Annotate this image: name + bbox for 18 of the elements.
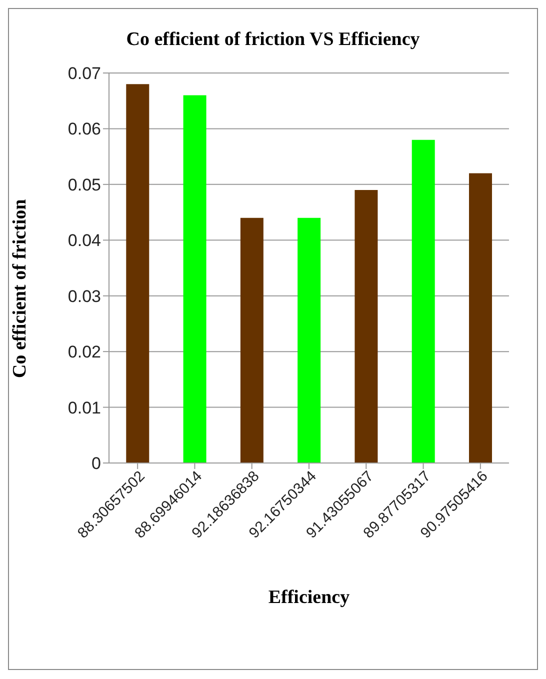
y-axis-title: Co efficient of friction xyxy=(10,198,31,378)
y-tick-label: 0.01 xyxy=(68,398,101,418)
y-tick-label: 0.03 xyxy=(68,286,101,306)
bar xyxy=(126,84,150,463)
y-tick-label: 0.06 xyxy=(68,120,101,139)
y-tick-label: 0 xyxy=(92,454,101,474)
y-tick-label: 0.07 xyxy=(68,64,101,84)
bar xyxy=(240,218,264,463)
chart-title: Co efficient of friction VS Efficiency xyxy=(125,28,421,52)
y-tick-label: 0.04 xyxy=(68,231,101,250)
bar xyxy=(412,140,435,463)
bar xyxy=(354,190,378,463)
y-tick-label: 0.05 xyxy=(68,175,101,194)
bar xyxy=(469,173,492,463)
y-tick-label: 0.02 xyxy=(68,342,101,362)
x-axis-title: Efficiency xyxy=(268,587,350,608)
bar xyxy=(183,95,206,463)
bar xyxy=(298,218,321,463)
